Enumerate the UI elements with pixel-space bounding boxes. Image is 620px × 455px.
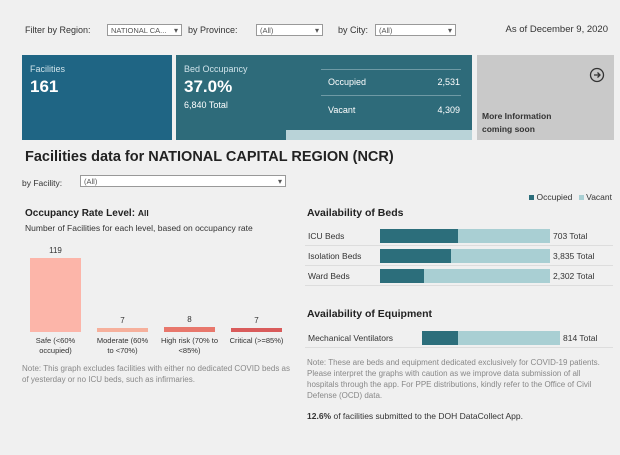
occupancy-total: 6,840 Total <box>184 100 228 110</box>
occ-title: Occupancy Rate Level: All <box>25 208 149 219</box>
legend-label: Vacant <box>586 192 612 202</box>
row-divider <box>305 265 613 266</box>
occ-subtitle: Number of Facilities for each level, bas… <box>25 223 253 233</box>
coming-soon: coming soon <box>482 124 535 134</box>
occ-note: Note: This graph excludes facilities wit… <box>22 364 290 384</box>
facility-dropdown[interactable]: (All) <box>80 175 286 188</box>
occupied-bar <box>380 269 424 283</box>
row-label: Mechanical Ventilators <box>308 333 394 343</box>
region-dropdown[interactable]: NATIONAL CA... <box>107 24 182 37</box>
submission: 12.6% of facilities submitted to the DOH… <box>307 411 523 421</box>
total-label: 2,302 Total <box>553 271 595 281</box>
occupied-bar <box>380 249 451 263</box>
info-tile[interactable]: More Information coming soon <box>477 55 614 140</box>
legend-swatch <box>578 195 584 200</box>
occ-title-value: All <box>137 208 149 218</box>
scrollbar <box>286 130 472 140</box>
vacant-value: 4,309 <box>437 105 460 115</box>
vacant-bar <box>451 249 550 263</box>
bar <box>231 327 282 332</box>
equipment-chart: Mechanical Ventilators 814 Total <box>305 328 613 350</box>
occupied-bar <box>422 331 458 345</box>
occ-title-text: Occupancy Rate Level: <box>25 208 136 219</box>
row-divider <box>305 285 613 286</box>
beds-title: Availability of Beds <box>307 207 404 219</box>
row-divider <box>305 347 613 348</box>
submission-text: of facilities submitted to the DOH DataC… <box>333 411 523 421</box>
city-dropdown[interactable]: (All) <box>375 24 456 37</box>
total-label: 3,835 Total <box>553 251 595 261</box>
row-label: ICU Beds <box>308 231 345 241</box>
occupied-bar <box>380 229 458 243</box>
facility-label: by Facility: <box>22 178 63 188</box>
bar <box>97 327 148 332</box>
category-label: Critical (>=85%) <box>229 336 284 345</box>
value-label: 119 <box>49 246 62 255</box>
row-label: Ward Beds <box>308 271 350 281</box>
total-label: 814 Total <box>563 333 598 343</box>
note: Note: These are beds and equipment dedic… <box>307 358 600 400</box>
occupied-label: Occupied <box>328 77 367 87</box>
facilities-value: 161 <box>30 77 59 96</box>
occupancy-tile: Bed Occupancy 37.0% 6,840 Total Occupied… <box>176 55 472 140</box>
occupancy-label: Bed Occupancy <box>184 64 248 74</box>
page-title: Facilities data for NATIONAL CAPITAL REG… <box>25 149 394 165</box>
submission-percent: 12.6% <box>307 411 332 421</box>
divider <box>321 69 461 70</box>
category-label: Safe (<60% occupied) <box>35 336 76 355</box>
facilities-label: Facilities <box>30 64 66 74</box>
vacant-bar <box>457 331 560 345</box>
legend-label: Occupied <box>536 192 573 202</box>
as-of: As of December 9, 2020 <box>505 24 608 35</box>
region-label: Filter by Region: <box>25 25 91 35</box>
equipment-title: Availability of Equipment <box>307 308 433 320</box>
value-label: 8 <box>187 315 192 325</box>
legend: Occupied Vacant <box>529 192 612 202</box>
category-label: High risk (70% to <85%) <box>160 336 219 355</box>
vacant-bar <box>457 229 550 243</box>
vacant-label: Vacant <box>328 105 356 115</box>
row-label: Isolation Beds <box>308 251 362 261</box>
province-label: by Province: <box>188 25 238 35</box>
bar <box>30 258 81 332</box>
value-label: 7 <box>120 315 125 325</box>
occupied-value: 2,531 <box>437 77 460 87</box>
divider <box>321 95 461 96</box>
arrow-icon <box>589 67 605 83</box>
occupancy-chart: 119 Safe (<60% occupied) 7 Moderate (60% to… <box>22 240 290 362</box>
total-label: 703 Total <box>553 231 588 241</box>
city-label: by City: <box>338 25 369 35</box>
vacant-bar <box>424 269 550 283</box>
occupancy-value: 37.0% <box>184 77 233 96</box>
category-label: Moderate (60% to <70%) <box>96 336 149 355</box>
row-divider <box>305 245 613 246</box>
value-label: 7 <box>254 315 259 325</box>
beds-chart: ICU Beds 703 Total Isolation Beds 3,835 Tot… <box>305 226 613 288</box>
bar <box>164 327 215 332</box>
more-info: More Information <box>482 111 552 121</box>
legend-swatch <box>529 195 535 200</box>
facilities-tile: Facilities 161 <box>22 55 172 140</box>
province-dropdown[interactable]: (All) <box>256 24 323 37</box>
